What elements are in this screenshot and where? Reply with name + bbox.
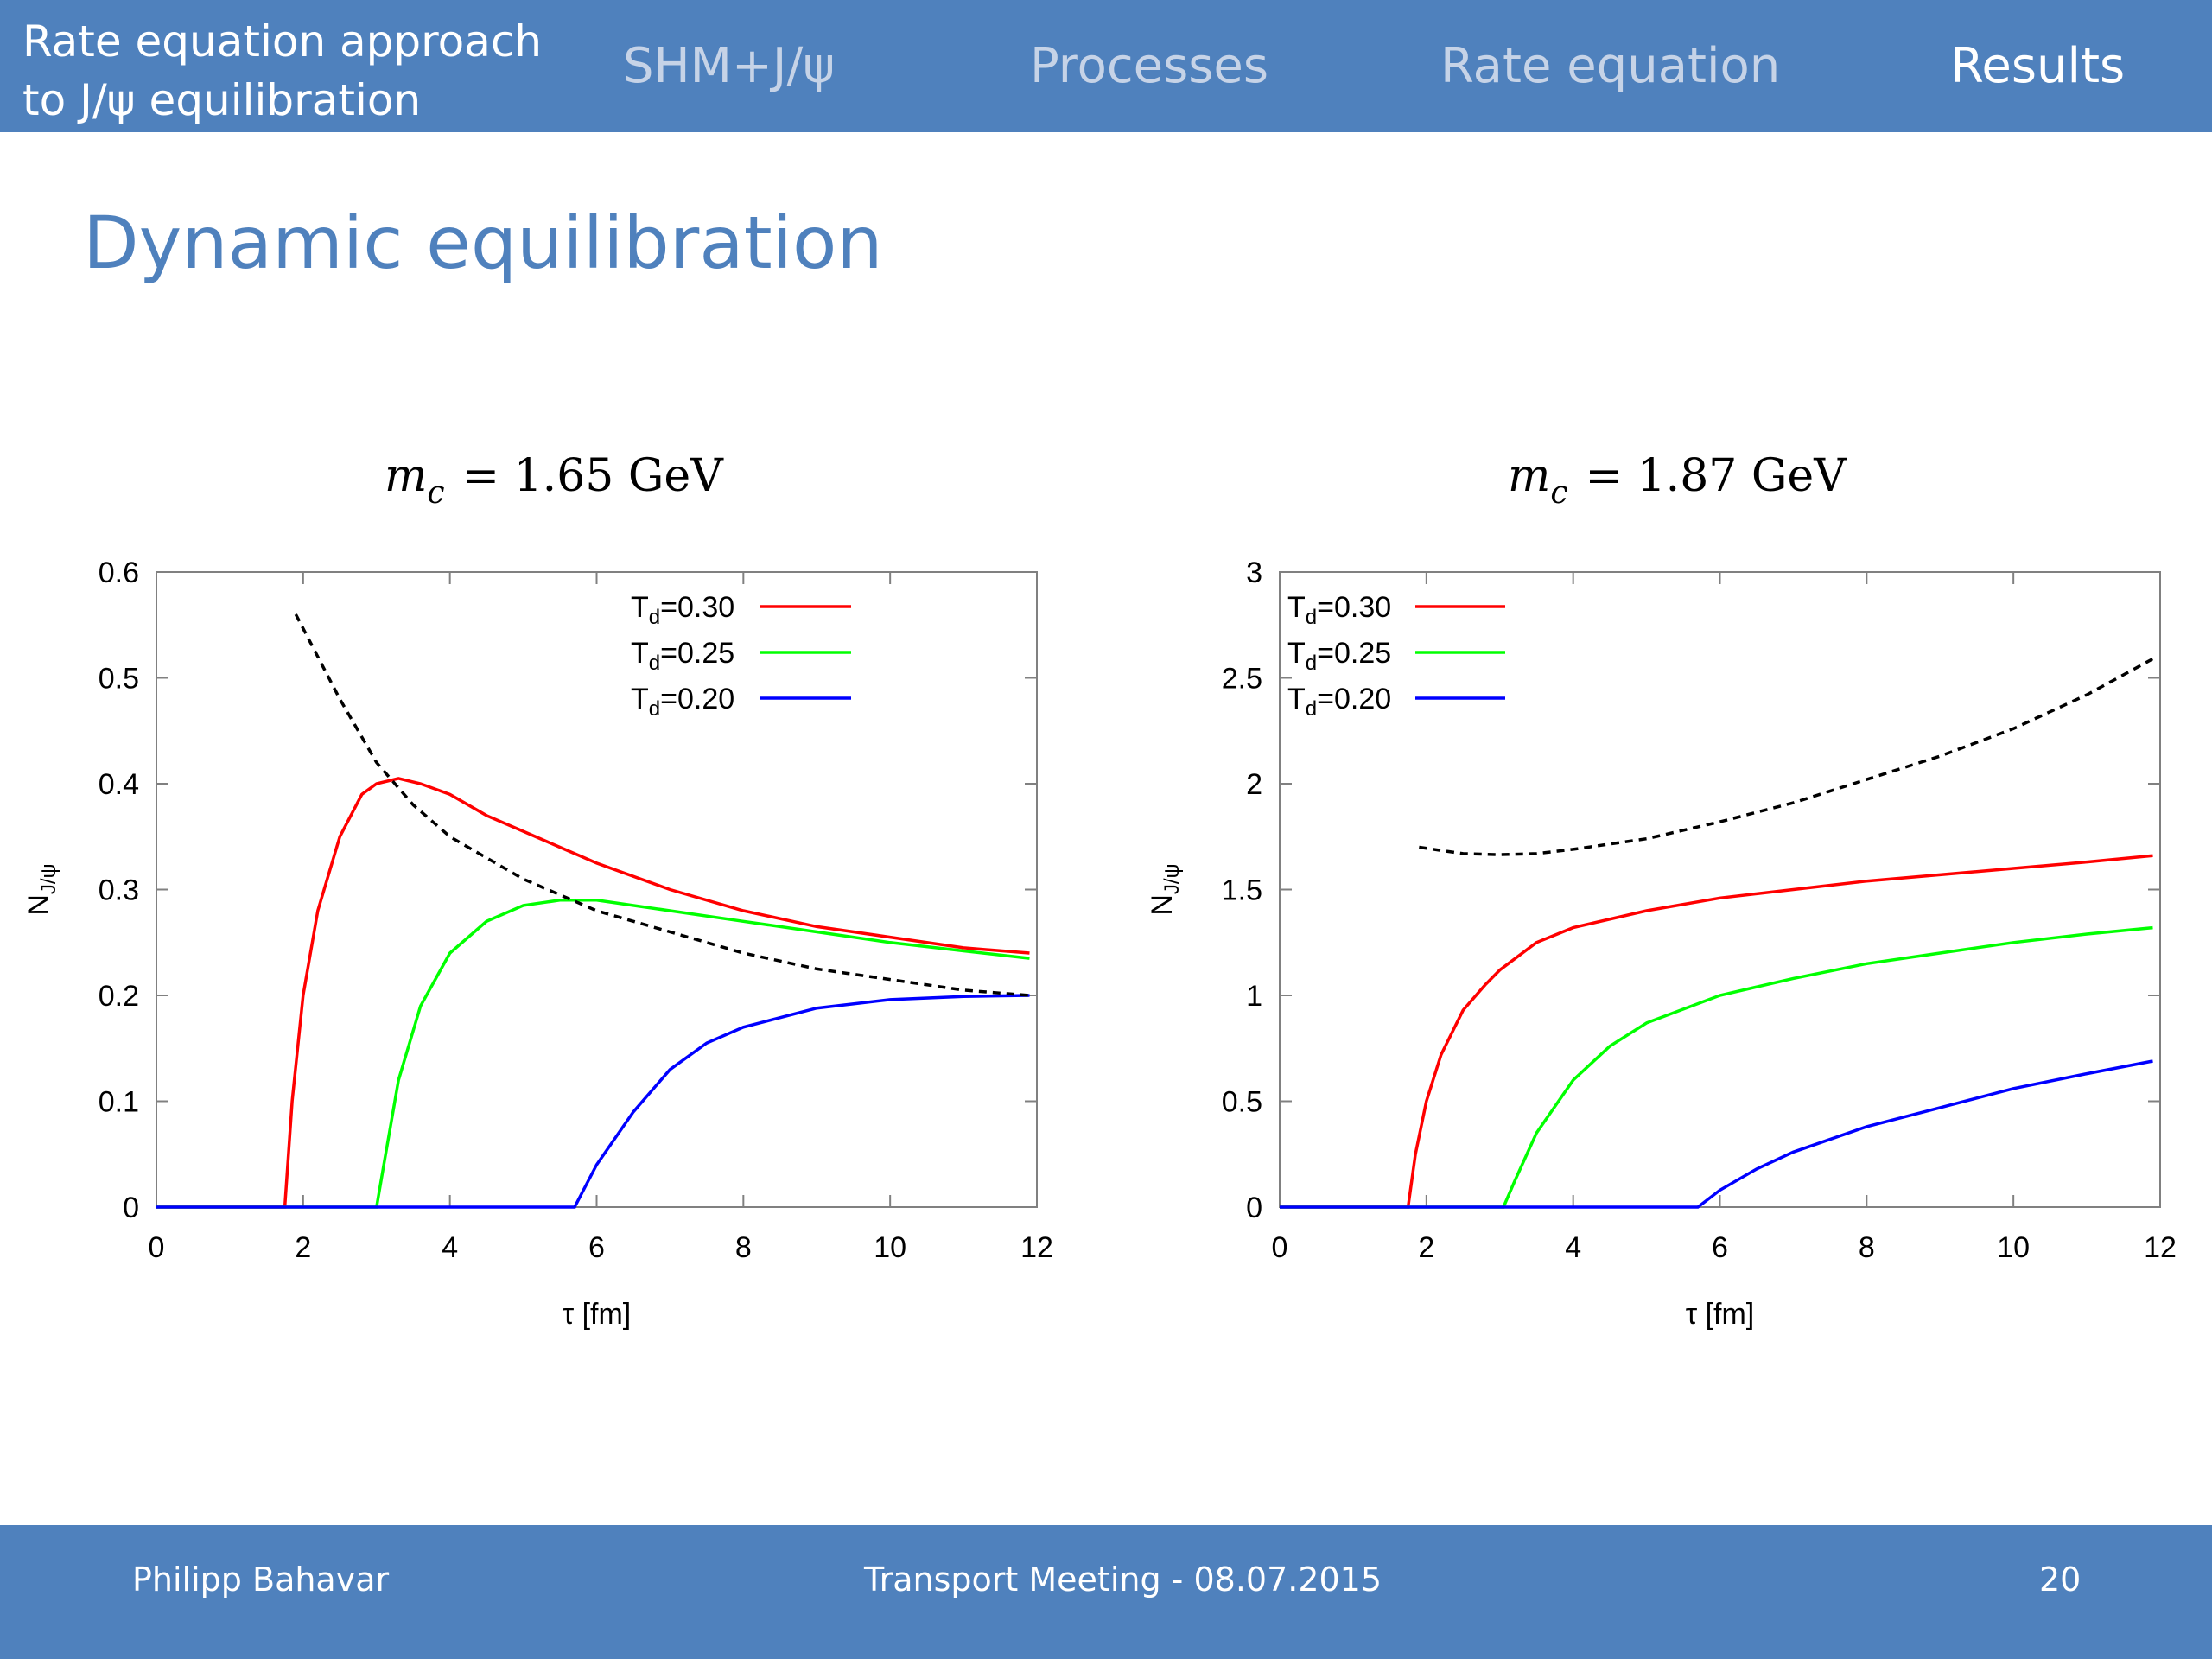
nav-item-shm-jpsi[interactable]: SHM+J/ψ: [623, 38, 836, 94]
plot-left-xlabel: τ [fm]: [563, 1298, 632, 1331]
plot-right-xtick-label: 8: [1859, 1231, 1875, 1264]
plot-left-title: mc = 1.65 GeV: [385, 450, 724, 511]
plot-left-ytick-label: 0: [123, 1192, 139, 1224]
footer-page-number: 20: [2039, 1560, 2082, 1599]
plot-right-ylabel: NJ/ψ: [1146, 863, 1184, 915]
plot-right-equilibrium-curve: [1419, 657, 2154, 856]
plot-left-title-value: = 1.65 GeV: [461, 450, 724, 502]
plot-left-xtick-label: 0: [149, 1231, 165, 1264]
plot-right-xtick-label: 6: [1712, 1231, 1728, 1264]
plot-left-legend-label-value: =0.30: [660, 591, 734, 624]
plot-left-legend-label-sub: d: [649, 652, 660, 675]
plot-right-legend-label-1: Td=0.25: [1287, 637, 1391, 675]
plot-left-legend-label-main: T: [631, 637, 649, 670]
footer-author: Philipp Bahavar: [132, 1560, 390, 1599]
plot-right-ytick-label: 0: [1246, 1192, 1262, 1224]
plot-right-series-line-2: [1280, 1059, 2153, 1209]
plot-left-ytick-label: 0.3: [99, 874, 139, 907]
plot-right-frame: [1279, 571, 2161, 1208]
plot-left-legend-label-sub: d: [649, 606, 660, 629]
plot-left-ytick-label: 0.1: [99, 1086, 139, 1119]
plot-right-xtick-label: 2: [1418, 1231, 1434, 1264]
plot-right-legend-label-value: =0.25: [1317, 637, 1391, 670]
plot-left-ylabel-sub: J/ψ: [37, 863, 60, 894]
plot-left-xtick-label: 4: [442, 1231, 458, 1264]
plot-right-xlabel: τ [fm]: [1686, 1298, 1755, 1331]
plot-right-legend-label-2: Td=0.20: [1287, 683, 1391, 721]
plot-right-xtick-label: 12: [2144, 1231, 2177, 1264]
plot-left-title-subscript: c: [427, 475, 444, 511]
nav-item-processes[interactable]: Processes: [1030, 38, 1269, 94]
plot-right-ylabel-sub: J/ψ: [1160, 863, 1184, 894]
plot-right-legend-label-main: T: [1287, 591, 1306, 624]
footer-bar: [0, 1525, 2212, 1659]
plot-left-xtick-label: 12: [1020, 1231, 1053, 1264]
plot-left-legend-label-value: =0.20: [660, 683, 734, 715]
plot-left-legend-label-0: Td=0.30: [631, 591, 734, 629]
plot-left: mc = 1.65 GeV 0 2 4 6 8 10 12 0 0.1 0.2 0.3 0.4 0.5 0.6…: [0, 432, 1123, 1382]
deck-title: Rate equation approach to J/ψ equilibrat…: [22, 12, 558, 130]
header-bar: [0, 0, 2212, 132]
plot-right-legend-label-0: Td=0.30: [1287, 591, 1391, 629]
plot-right-series-line-1: [1280, 925, 2153, 1209]
plot-right-xtick-label: 4: [1565, 1231, 1581, 1264]
plot-left-xtick-label: 2: [295, 1231, 311, 1264]
plot-left-xtick-label: 8: [735, 1231, 752, 1264]
plot-right-series-line-0: [1280, 854, 2153, 1209]
plot-right: mc = 1.87 GeV 0 2 4 6 8 10 12 0 0.5 1 1.5 2 2.5 3 τ [fm]…: [1123, 432, 2212, 1382]
plot-left-legend-label-sub: d: [649, 697, 660, 721]
plot-right-legend-label-value: =0.20: [1317, 683, 1391, 715]
plot-left-ytick-label: 0.2: [99, 980, 139, 1013]
plot-right-xtick-label: 10: [1997, 1231, 2030, 1264]
plot-left-series-line-2: [156, 994, 1030, 1209]
plot-right-ytick-label: 1: [1246, 980, 1262, 1013]
plot-right-legend-label-sub: d: [1306, 697, 1317, 721]
plot-left-ytick-label: 0.5: [99, 663, 139, 696]
plot-right-ytick-label: 2: [1246, 768, 1262, 801]
plot-right-ytick-label: 1.5: [1222, 874, 1262, 907]
plot-left-legend-label-value: =0.25: [660, 637, 734, 670]
footer-event: Transport Meeting - 08.07.2015: [864, 1560, 1382, 1599]
plot-right-title-value: = 1.87 GeV: [1585, 450, 1847, 502]
plot-left-ytick-label: 0.4: [99, 768, 139, 801]
plot-left-legend-label-main: T: [631, 683, 649, 715]
plot-left-equilibrium-curve: [294, 613, 1030, 997]
plot-right-ytick-label: 0.5: [1222, 1086, 1262, 1119]
plot-left-frame: [156, 571, 1038, 1208]
plot-right-legend-label-main: T: [1287, 637, 1306, 670]
plot-right-ytick-label: 2.5: [1222, 663, 1262, 696]
plot-right-ytick-label: 3: [1246, 556, 1262, 589]
plot-left-svg: mc = 1.65 GeV 0 2 4 6 8 10 12 0 0.1 0.2 0.3 0.4 0.5 0.6…: [22, 450, 1053, 1331]
plot-left-ylabel-main: N: [22, 894, 55, 916]
plot-left-ytick-label: 0.6: [99, 556, 139, 589]
plot-right-title: mc = 1.87 GeV: [1508, 450, 1847, 511]
plot-right-title-subscript: c: [1550, 475, 1567, 511]
plot-right-xtick-label: 0: [1272, 1231, 1288, 1264]
plot-right-ylabel-main: N: [1146, 894, 1179, 916]
plot-left-xtick-label: 6: [588, 1231, 605, 1264]
nav-item-rate-equation[interactable]: Rate equation: [1440, 38, 1781, 94]
plot-right-legend-label-sub: d: [1306, 606, 1317, 629]
plot-left-series-line-1: [156, 899, 1030, 1209]
plot-left-legend-label-1: Td=0.25: [631, 637, 734, 675]
plot-right-legend-label-main: T: [1287, 683, 1306, 715]
plot-right-title-symbol: m: [1508, 450, 1550, 502]
plot-left-legend-label-2: Td=0.20: [631, 683, 734, 721]
plot-left-title-symbol: m: [385, 450, 427, 502]
plot-right-legend-label-sub: d: [1306, 652, 1317, 675]
deck-title-line2: to J/ψ equilibration: [22, 75, 422, 125]
plot-left-legend-label-main: T: [631, 591, 649, 624]
slide-title: Dynamic equilibration: [83, 200, 883, 285]
plot-left-xtick-label: 10: [874, 1231, 906, 1264]
plot-left-ylabel: NJ/ψ: [22, 863, 60, 915]
nav-item-results[interactable]: Results: [1950, 38, 2126, 94]
deck-title-line1: Rate equation approach: [22, 16, 543, 67]
plot-right-svg: mc = 1.87 GeV 0 2 4 6 8 10 12 0 0.5 1 1.5 2 2.5 3 τ [fm]…: [1146, 450, 2177, 1331]
plot-left-series-line-0: [156, 777, 1030, 1209]
plot-right-legend-label-value: =0.30: [1317, 591, 1391, 624]
